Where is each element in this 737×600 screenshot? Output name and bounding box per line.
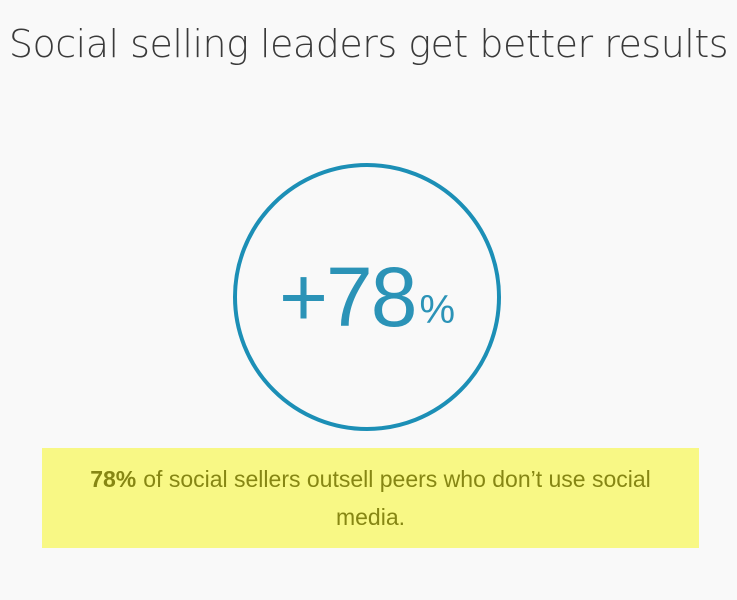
- caption-highlight: 78%: [90, 466, 137, 492]
- caption: 78% of social sellers outsell peers who d…: [61, 460, 681, 536]
- title: Social selling leaders get better result…: [8, 22, 729, 66]
- stat-value: +78: [278, 249, 417, 344]
- caption-text: of social sellers outsell peers who don’…: [143, 466, 651, 530]
- stat-unit: %: [419, 287, 456, 332]
- caption-box: 78% of social sellers outsell peers who d…: [42, 448, 699, 548]
- ring-circle: [233, 163, 501, 431]
- stat-ring: [233, 163, 501, 431]
- stat: +78%: [232, 162, 502, 432]
